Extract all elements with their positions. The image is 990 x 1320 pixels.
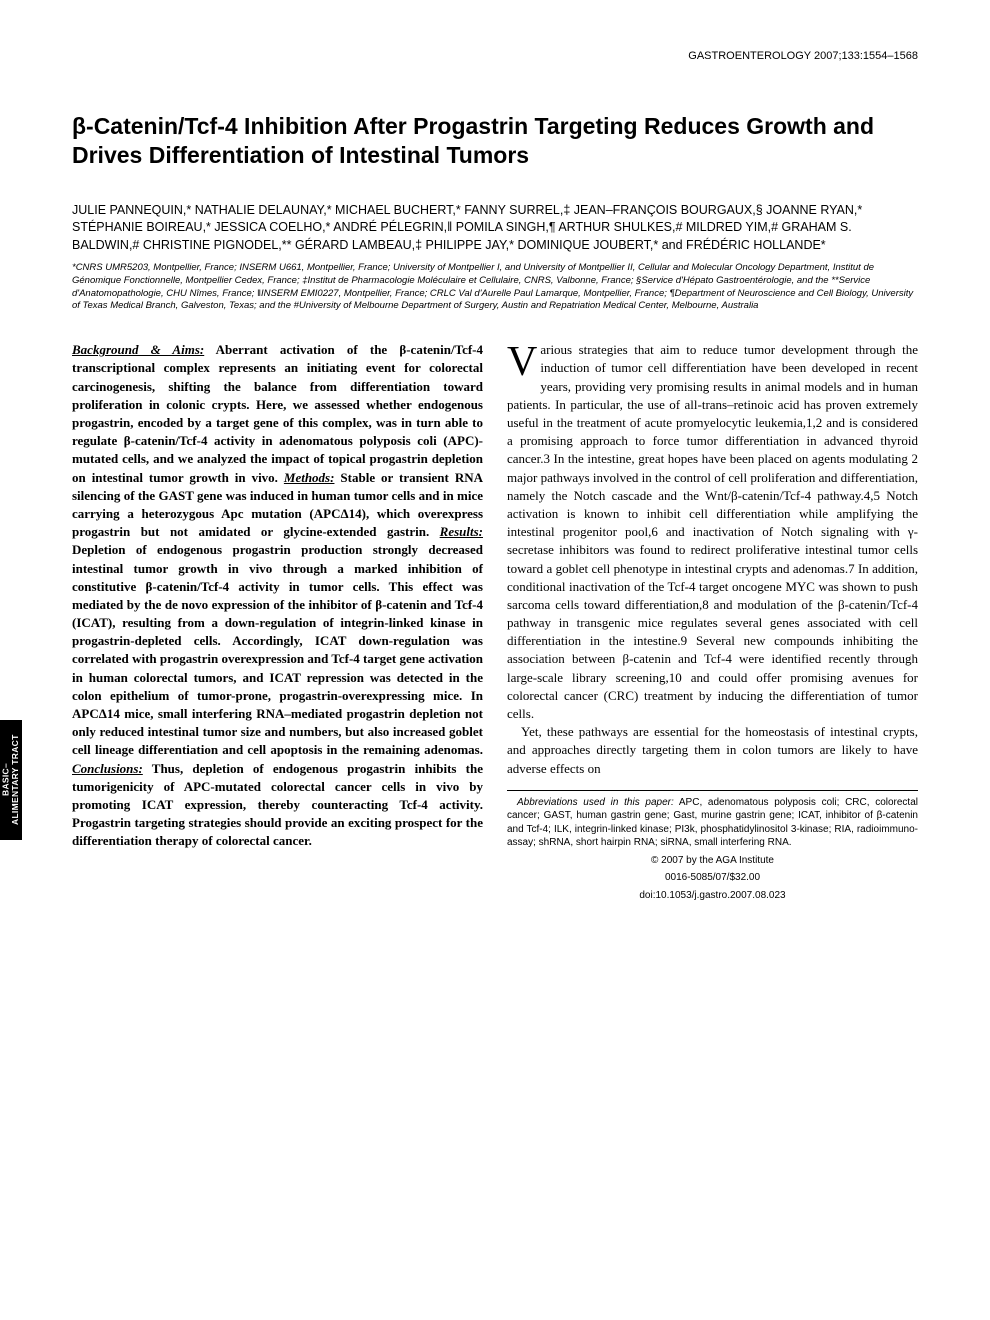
abstract-bg-head: Background & Aims: xyxy=(72,342,204,357)
body-paragraph-1: Various strategies that aim to reduce tu… xyxy=(507,341,918,723)
abstract-conclusions-head: Conclusions: xyxy=(72,761,143,776)
body-paragraph-2: Yet, these pathways are essential for th… xyxy=(507,723,918,778)
abstract: Background & Aims: Aberrant activation o… xyxy=(72,341,483,850)
doi-line: doi:10.1053/j.gastro.2007.08.023 xyxy=(507,889,918,903)
abstract-results-text: Depletion of endogenous progastrin produ… xyxy=(72,542,483,757)
body-p1-text: arious strategies that aim to reduce tum… xyxy=(507,342,918,721)
copyright-line: © 2007 by the AGA Institute xyxy=(507,854,918,868)
abstract-methods-head: Methods: xyxy=(284,470,335,485)
dropcap: V xyxy=(507,341,540,381)
abbrev-head: Abbreviations used in this paper: xyxy=(517,797,674,808)
right-column: Various strategies that aim to reduce tu… xyxy=(507,341,918,902)
abstract-bg-text: Aberrant activation of the β-catenin/Tcf… xyxy=(72,342,483,484)
left-column: Background & Aims: Aberrant activation o… xyxy=(72,341,483,902)
affiliations: *CNRS UMR5203, Montpellier, France; INSE… xyxy=(72,262,918,313)
two-column-layout: Background & Aims: Aberrant activation o… xyxy=(72,341,918,902)
section-tab: BASIC–ALIMENTARY TRACT xyxy=(0,720,22,840)
footnote-box: Abbreviations used in this paper: APC, a… xyxy=(507,790,918,903)
authors-list: JULIE PANNEQUIN,* NATHALIE DELAUNAY,* MI… xyxy=(72,202,918,255)
issn-line: 0016-5085/07/$32.00 xyxy=(507,871,918,885)
abbreviations: Abbreviations used in this paper: APC, a… xyxy=(507,796,918,850)
journal-header: GASTROENTEROLOGY 2007;133:1554–1568 xyxy=(72,50,918,62)
abstract-results-head: Results: xyxy=(440,524,483,539)
article-title: β-Catenin/Tcf-4 Inhibition After Progast… xyxy=(72,112,918,170)
